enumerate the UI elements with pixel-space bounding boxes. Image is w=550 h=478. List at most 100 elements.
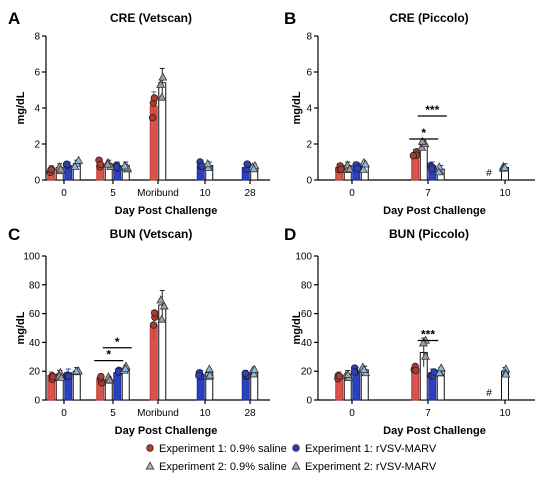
legend-label: Experiment 2: rVSV-MARV <box>305 461 437 473</box>
significance-label: * <box>115 335 120 349</box>
data-point <box>64 372 73 381</box>
y-tick-label: 4 <box>306 104 312 115</box>
x-tick-label: 5 <box>110 188 116 199</box>
annotation-hash: # <box>486 168 492 179</box>
y-tick-label: 4 <box>34 104 40 115</box>
data-point <box>434 167 444 176</box>
panel-title: BUN (Vetscan) <box>110 227 193 241</box>
data-point <box>149 321 158 329</box>
y-tick-label: 40 <box>301 338 313 349</box>
data-point <box>70 161 80 170</box>
x-tick-label: 10 <box>199 408 211 419</box>
data-point <box>105 375 115 384</box>
x-tick-label: 28 <box>244 188 256 199</box>
data-point <box>156 79 166 88</box>
y-tick-label: 80 <box>301 280 313 291</box>
x-tick-label: 0 <box>349 188 355 199</box>
y-tick-label: 60 <box>301 309 313 320</box>
data-point <box>501 369 511 378</box>
data-point <box>361 159 371 168</box>
data-point <box>436 363 446 372</box>
y-tick-label: 6 <box>34 68 40 79</box>
x-tick-label: 7 <box>425 408 431 419</box>
data-point <box>150 94 159 102</box>
panel-letter: A <box>8 9 20 28</box>
y-tick-label: 40 <box>29 338 41 349</box>
data-point <box>71 366 81 375</box>
data-point <box>103 159 113 168</box>
x-tick-label: 10 <box>499 408 511 419</box>
data-point <box>120 161 130 170</box>
x-tick-label: 10 <box>199 188 211 199</box>
data-point <box>74 155 84 164</box>
panel-C: C BUN (Vetscan) 0 20 40 60 80 100 mg/dL 0 5 Moribun… <box>8 225 270 437</box>
y-tick-label: 20 <box>301 367 313 378</box>
data-point <box>345 164 355 173</box>
legend-marker <box>145 461 155 470</box>
data-point <box>96 160 105 169</box>
data-point <box>358 164 368 173</box>
data-point <box>249 164 259 173</box>
x-tick-label: 5 <box>110 408 116 419</box>
y-axis-label: mg/dL <box>291 311 303 344</box>
y-tick-label: 2 <box>34 140 40 151</box>
y-tick-label: 0 <box>34 176 40 187</box>
data-point <box>97 372 105 381</box>
data-point <box>337 165 345 173</box>
y-tick-label: 0 <box>34 396 40 407</box>
panel-B: B CRE (Piccolo) 0 2 4 6 8 mg/dL 0 7 10 Day Post Cha… <box>284 9 535 217</box>
panel-title: CRE (Vetscan) <box>110 11 192 25</box>
panel-letter: C <box>8 225 20 244</box>
legend-label: Experiment 2: 0.9% saline <box>159 461 287 473</box>
data-point <box>421 351 431 360</box>
panel-title: BUN (Piccolo) <box>389 227 469 241</box>
data-point <box>195 371 203 380</box>
data-point <box>63 160 71 168</box>
x-axis-label: Day Post Challenge <box>115 205 218 217</box>
legend: Experiment 1: 0.9% saline Experiment 2: 0… <box>145 443 437 473</box>
x-tick-label: Moribund <box>137 408 179 419</box>
legend-label: Experiment 1: rVSV-MARV <box>305 443 437 455</box>
legend-label: Experiment 1: 0.9% saline <box>159 443 287 455</box>
panel-letter: B <box>284 9 296 28</box>
significance-label: * <box>106 348 111 362</box>
data-point <box>150 309 159 317</box>
data-point <box>158 72 168 81</box>
data-point <box>500 162 510 172</box>
y-tick-label: 2 <box>306 140 312 151</box>
y-axis-label: mg/dL <box>291 91 303 124</box>
significance-label: *** <box>425 103 439 117</box>
data-point <box>412 366 420 375</box>
data-point <box>243 160 251 168</box>
data-point <box>250 364 260 373</box>
x-tick-label: Moribund <box>137 188 179 199</box>
x-axis-label: Day Post Challenge <box>383 425 486 437</box>
data-point <box>159 301 169 310</box>
x-tick-label: 0 <box>61 188 67 199</box>
x-axis-label: Day Post Challenge <box>115 425 218 437</box>
x-tick-label: 10 <box>499 188 511 199</box>
data-point <box>157 314 167 323</box>
x-tick-label: 28 <box>244 408 256 419</box>
y-tick-label: 100 <box>295 252 312 263</box>
data-point <box>241 369 250 377</box>
data-point <box>204 364 214 373</box>
data-point <box>343 369 353 378</box>
panel-A: A CRE (Vetscan) 0 2 4 6 8 mg/dL 0 5 Moribund 10 28 Da… <box>8 9 270 217</box>
bar <box>121 369 130 401</box>
bar <box>72 370 81 401</box>
x-tick-label: 0 <box>349 408 355 419</box>
data-point <box>417 136 427 145</box>
data-point <box>205 370 215 379</box>
data-point <box>203 159 213 168</box>
data-point <box>148 114 157 122</box>
data-point <box>359 364 369 373</box>
data-point <box>112 163 121 171</box>
y-tick-label: 8 <box>34 32 40 43</box>
data-point <box>156 295 166 304</box>
data-point <box>249 369 259 378</box>
y-tick-label: 60 <box>29 309 41 320</box>
annotation-hash: # <box>486 388 492 399</box>
x-tick-label: 0 <box>61 408 67 419</box>
y-tick-label: 6 <box>306 68 312 79</box>
